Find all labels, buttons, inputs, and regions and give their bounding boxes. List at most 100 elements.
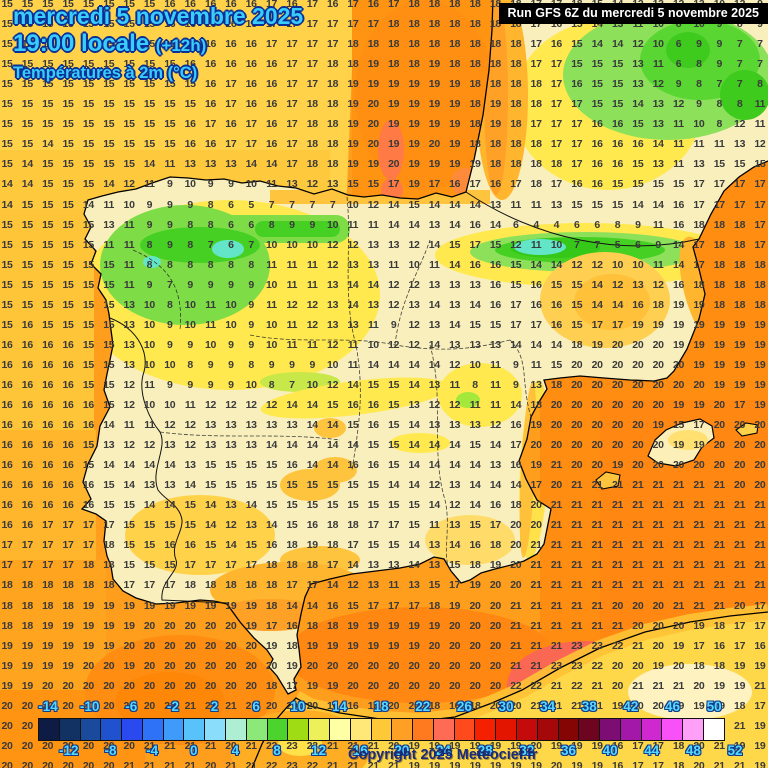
temp-value: 18 xyxy=(489,138,501,151)
temp-value: 21 xyxy=(591,539,603,552)
temp-value: 18 xyxy=(204,579,217,592)
temp-value: 20 xyxy=(632,619,644,632)
temp-value: 18 xyxy=(713,659,725,672)
temp-value: 15 xyxy=(571,18,583,31)
temp-value: 9 xyxy=(248,278,254,291)
temp-value: 13 xyxy=(408,579,420,592)
temp-value: 18 xyxy=(21,599,33,612)
temp-value: 14 xyxy=(449,198,461,211)
island-menorca xyxy=(735,422,759,437)
temp-value: 15 xyxy=(306,479,318,492)
temp-value: 16 xyxy=(266,138,278,151)
temp-value: 13 xyxy=(164,439,176,452)
temp-value: 20 xyxy=(510,699,522,712)
temp-value: 20 xyxy=(611,419,624,432)
temp-value: 20 xyxy=(225,659,237,672)
parameter-subtitle: Températures à 2m (°C) xyxy=(13,64,198,82)
temp-value: 17 xyxy=(306,38,318,51)
temp-value: 17 xyxy=(571,98,583,111)
temp-value: 16 xyxy=(204,58,217,71)
temp-value: 9 xyxy=(309,358,316,371)
temp-value: 14 xyxy=(408,218,420,231)
temp-value: 17 xyxy=(123,579,135,592)
temp-value: 19 xyxy=(449,78,461,91)
temp-value: 16 xyxy=(611,739,624,752)
scale-label: 46 xyxy=(665,699,681,714)
temp-value: 21 xyxy=(510,619,522,632)
temp-value: 19 xyxy=(550,739,562,752)
temp-value: 18 xyxy=(428,599,440,612)
temp-value: 14 xyxy=(21,178,33,191)
temp-value: 20 xyxy=(408,679,420,692)
coastline xyxy=(80,0,768,695)
temp-value: 20 xyxy=(550,759,562,768)
copyright-text: Copyright 2025 Meteociel.fr xyxy=(348,747,538,763)
temp-value: 21 xyxy=(734,759,746,768)
temp-value: 20 xyxy=(103,759,115,768)
temp-value: 12 xyxy=(652,278,664,291)
temp-value: 20 xyxy=(204,679,217,692)
temp-value: 18 xyxy=(408,0,420,10)
temp-value: 21 xyxy=(652,479,664,492)
temp-value: 15 xyxy=(103,298,115,311)
temp-value: 7 xyxy=(594,238,600,251)
temp-value: 19 xyxy=(754,659,766,672)
temp-value: 19 xyxy=(347,619,359,632)
temp-value: 21 xyxy=(673,499,685,512)
temp-value: 6 xyxy=(675,58,682,71)
temp-value: 20 xyxy=(1,699,13,712)
temp-value: 17 xyxy=(286,118,298,131)
temp-value: 15 xyxy=(42,98,54,111)
temp-value: 19 xyxy=(469,759,481,768)
scale-cell xyxy=(662,719,684,740)
temp-value: 17 xyxy=(754,218,766,231)
temp-value: 15 xyxy=(164,559,176,572)
temp-value: 18 xyxy=(530,78,542,91)
temp-value: 12 xyxy=(408,338,420,351)
temp-value: 20 xyxy=(754,479,766,492)
temp-value: 13 xyxy=(367,298,379,311)
temp-value: 13 xyxy=(469,419,481,432)
temp-value: 18 xyxy=(306,98,318,111)
scale-label: 8 xyxy=(273,743,281,758)
temp-value: 20 xyxy=(571,439,583,452)
temp-value: 18 xyxy=(367,699,379,712)
temp-value: 16 xyxy=(1,459,13,472)
temp-value: 14 xyxy=(632,198,644,211)
temp-value: 15 xyxy=(62,218,74,231)
temp-value: 15 xyxy=(21,238,33,251)
temp-value: 9 xyxy=(187,338,193,351)
temp-value: 13 xyxy=(123,358,135,371)
temp-value: 20 xyxy=(408,699,420,712)
temp-value: 17 xyxy=(266,18,278,31)
temp-value: 21 xyxy=(673,679,685,692)
temp-value: 13 xyxy=(734,138,746,151)
temp-value: 16 xyxy=(42,358,54,371)
temp-value: 15 xyxy=(103,479,115,492)
temp-value: 12 xyxy=(632,38,644,51)
temp-value: 21 xyxy=(184,699,196,712)
temp-value: 8 xyxy=(716,118,723,131)
temp-value: 19 xyxy=(510,739,522,752)
temp-value: 20 xyxy=(754,459,766,472)
temp-value: 18 xyxy=(306,118,318,131)
temp-value: 19 xyxy=(489,559,501,572)
temp-value: 8 xyxy=(228,258,234,271)
temp-value: 17 xyxy=(754,599,766,612)
temp-value: 6 xyxy=(228,238,234,251)
temp-value: 18 xyxy=(510,58,522,71)
temp-value: 7 xyxy=(289,198,295,211)
temp-value: 20 xyxy=(693,378,705,391)
temp-value: 17 xyxy=(734,619,746,632)
temp-value: 21 xyxy=(713,759,725,768)
temp-value: 22 xyxy=(611,639,624,652)
temp-value: 13 xyxy=(367,559,379,572)
temp-value: 16 xyxy=(21,439,33,452)
temp-value: 20 xyxy=(632,358,644,371)
temp-value: 18 xyxy=(428,18,440,31)
temp-value: 11 xyxy=(530,238,542,251)
temp-value: 15 xyxy=(103,0,115,10)
temp-value: 14 xyxy=(42,138,54,151)
temp-value: 15 xyxy=(123,499,135,512)
temp-value: 15 xyxy=(82,158,94,171)
